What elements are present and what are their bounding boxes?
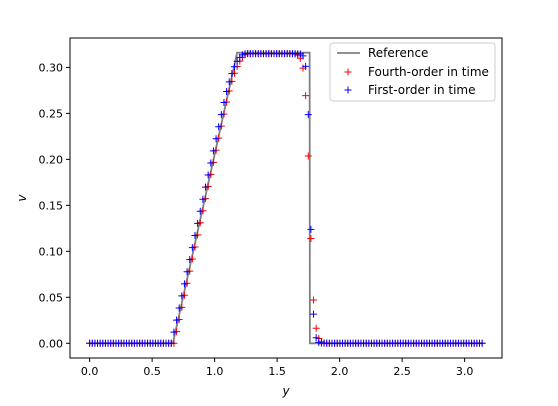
y-tick-label: 0.00 xyxy=(39,337,64,350)
first-order-point xyxy=(302,62,310,70)
legend-frame xyxy=(329,42,496,102)
first-order-point xyxy=(173,316,181,324)
first-order-point xyxy=(196,207,204,215)
legend-reference-label: Reference xyxy=(368,46,428,60)
first-order-point xyxy=(231,63,239,71)
fourth-order-point xyxy=(312,324,320,332)
first-order-point xyxy=(212,135,220,143)
first-order-point xyxy=(220,99,228,107)
first-order-point xyxy=(312,334,320,342)
first-order-point xyxy=(175,304,183,312)
first-order-point xyxy=(170,328,178,336)
y-axis-label: v xyxy=(15,194,29,202)
x-tick-label: 0.5 xyxy=(143,365,161,378)
first-order-point xyxy=(217,111,225,119)
legend-first-order-swatch xyxy=(344,86,352,94)
x-tick-label: 3.0 xyxy=(456,365,474,378)
x-axis-ticks: 0.0 0.5 1.0 1.5 2.0 2.5 3.0 xyxy=(81,358,474,378)
first-order-point xyxy=(310,310,318,318)
legend-fourth-order-swatch xyxy=(344,68,352,76)
legend-fourth-order-label: Fourth-order in time xyxy=(368,65,489,79)
first-order-point xyxy=(167,339,175,347)
first-order-point xyxy=(188,244,196,252)
first-order-point xyxy=(228,70,236,78)
first-order-point xyxy=(194,219,202,227)
first-order-point xyxy=(225,78,233,86)
fourth-order-point xyxy=(310,296,318,304)
y-tick-label: 0.20 xyxy=(39,153,64,166)
first-order-point xyxy=(233,57,241,65)
x-tick-label: 0.0 xyxy=(81,365,99,378)
y-tick-label: 0.15 xyxy=(39,199,64,212)
plot-frame xyxy=(69,37,503,359)
fourth-order-point xyxy=(307,234,315,242)
first-order-point xyxy=(307,225,315,233)
first-order-point xyxy=(202,183,210,191)
first-order-point xyxy=(299,52,307,60)
legend-first-order-label: First-order in time xyxy=(368,83,475,97)
first-order-point xyxy=(183,268,191,276)
x-tick-label: 1.5 xyxy=(268,365,286,378)
y-tick-label: 0.10 xyxy=(39,245,64,258)
y-tick-label: 0.30 xyxy=(39,61,64,74)
x-tick-label: 1.0 xyxy=(206,365,224,378)
fourth-order-point xyxy=(302,92,310,100)
first-order-point xyxy=(204,171,212,179)
fourth-order-point xyxy=(304,152,312,160)
first-order-series xyxy=(86,50,486,347)
first-order-point xyxy=(180,280,188,288)
first-order-point xyxy=(478,339,486,347)
first-order-point xyxy=(304,111,312,119)
x-tick-label: 2.5 xyxy=(393,365,411,378)
x-axis-label: y xyxy=(281,384,290,398)
y-tick-label: 0.25 xyxy=(39,107,64,120)
first-order-point xyxy=(191,231,199,239)
legend: Reference Fourth-order in time First-ord… xyxy=(329,42,496,102)
y-axis-ticks: 0.00 0.05 0.10 0.15 0.20 0.25 0.30 xyxy=(39,61,70,350)
y-tick-label: 0.05 xyxy=(39,291,64,304)
first-order-point xyxy=(199,195,207,203)
first-order-point xyxy=(223,88,231,95)
x-tick-label: 2.0 xyxy=(331,365,349,378)
first-order-point xyxy=(186,256,194,264)
first-order-point xyxy=(215,123,223,131)
first-order-point xyxy=(178,292,186,300)
first-order-point xyxy=(207,159,215,167)
first-order-point xyxy=(209,147,217,155)
